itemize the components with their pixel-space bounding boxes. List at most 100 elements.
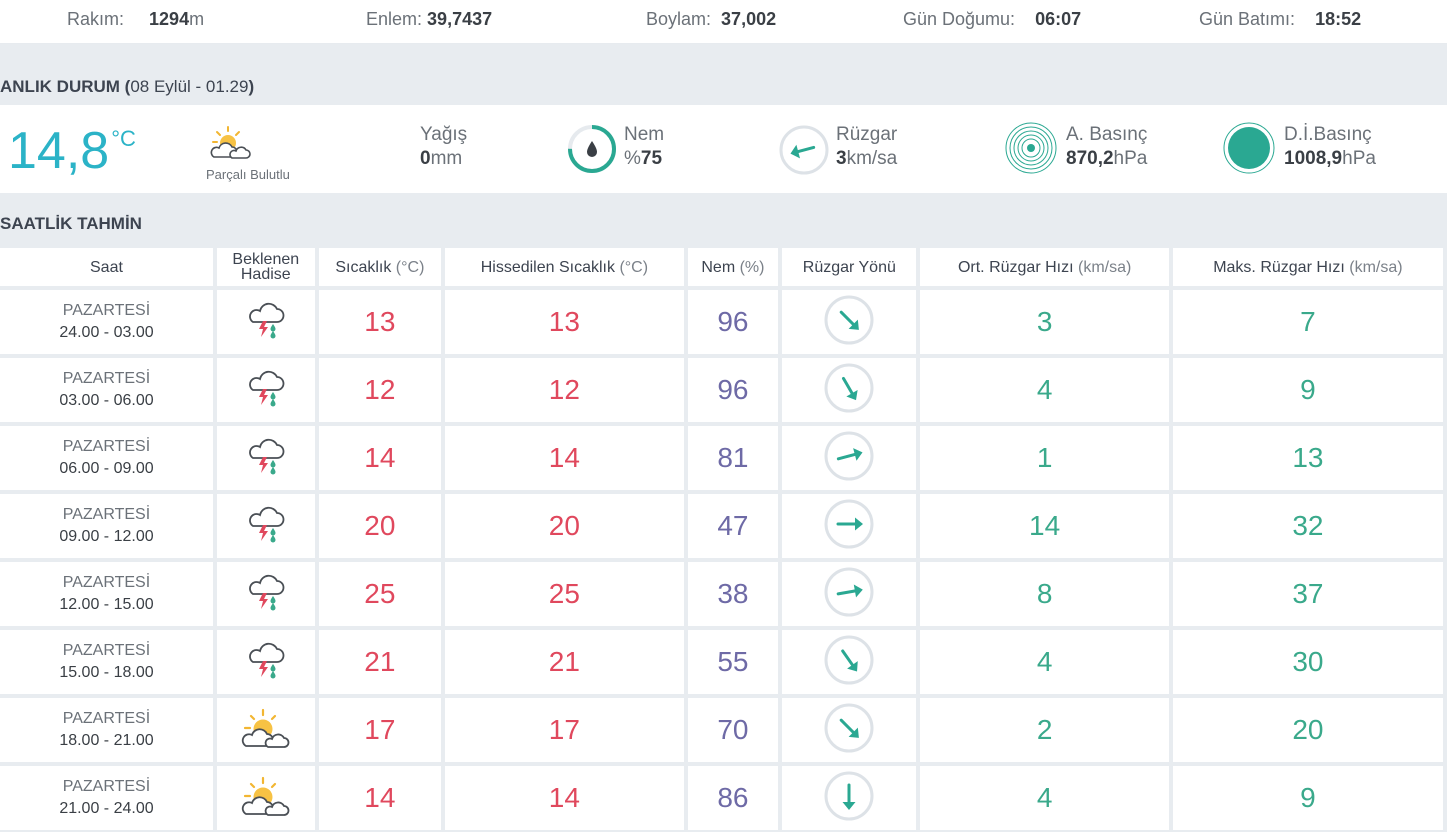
sea-level-pressure-unit: hPa [1342, 148, 1376, 169]
thunderstorm-rain-icon [216, 358, 315, 422]
wind-direction-arrow-icon [824, 295, 874, 350]
cell-humidity: 96 [687, 358, 779, 422]
cell-avg-wind: 2 [920, 698, 1169, 762]
sunrise-label: Gün Doğumu: [903, 9, 1016, 29]
cell-temperature: 12 [318, 358, 442, 422]
hourly-section-title: SAATLİK TAHMİN [0, 214, 142, 233]
cell-max-wind: 20 [1172, 698, 1443, 762]
row-time-range: 18.00 - 21.00 [59, 732, 154, 749]
wind: Rüzgar 3km/sa [836, 123, 897, 171]
row-day: PAZARTESİ [62, 574, 151, 591]
cell-avg-wind: 3 [920, 290, 1169, 354]
cell-max-wind: 37 [1172, 562, 1443, 626]
wind-direction-arrow-icon [824, 703, 874, 758]
current-section-header: ANLIK DURUM (08 Eylül - 01.29) [0, 44, 1447, 105]
sunrise-value: 06:07 [1035, 9, 1082, 29]
cell-time: PAZARTESİ 06.00 - 09.00 [0, 426, 213, 490]
table-row: PAZARTESİ 15.00 - 18.00 21 21 55 [0, 630, 1443, 694]
table-row: PAZARTESİ 03.00 - 06.00 12 12 96 [0, 358, 1443, 422]
wind-label: Rüzgar [836, 124, 898, 145]
row-day: PAZARTESİ [62, 642, 151, 659]
table-header-row: Saat Beklenen Hadise Sıcaklık (°C) Hissed… [0, 248, 1443, 286]
cell-max-wind: 30 [1172, 630, 1443, 694]
wind-direction-arrow-icon [824, 363, 874, 418]
current-title-text: ANLIK DURUM ( [0, 77, 131, 96]
cell-feels-like: 13 [445, 290, 684, 354]
cell-time: PAZARTESİ 09.00 - 12.00 [0, 494, 213, 558]
cell-feels-like: 12 [445, 358, 684, 422]
current-temperature-value: 14,8 [8, 122, 110, 180]
pressure-icon [1004, 121, 1058, 180]
table-row: PAZARTESİ 12.00 - 15.00 25 25 38 [0, 562, 1443, 626]
hourly-section-header: SAATLİK TAHMİN [0, 193, 1447, 244]
row-day: PAZARTESİ [62, 778, 151, 795]
cell-time: PAZARTESİ 15.00 - 18.00 [0, 630, 213, 694]
longitude-label: Boylam: [646, 9, 712, 29]
cell-wind-direction [782, 562, 917, 626]
row-time-range: 06.00 - 09.00 [59, 460, 154, 477]
current-temperature: 14,8°C [8, 122, 136, 189]
cell-time: PAZARTESİ 21.00 - 24.00 [0, 766, 213, 830]
row-time-range: 21.00 - 24.00 [59, 800, 154, 817]
humidity-label: Nem [624, 124, 665, 145]
table-row: PAZARTESİ 09.00 - 12.00 20 20 47 [0, 494, 1443, 558]
cell-max-wind: 9 [1172, 358, 1443, 422]
sea-level-pressure: D.İ.Basınç 1008,9hPa [1284, 123, 1376, 171]
wind-direction-arrow-icon [824, 431, 874, 486]
pressure-label: A. Basınç [1066, 124, 1148, 145]
wind-direction-arrow-icon [824, 499, 874, 554]
precipitation-label: Yağış [420, 124, 468, 145]
row-time-range: 15.00 - 18.00 [59, 664, 154, 681]
cell-time: PAZARTESİ 18.00 - 21.00 [0, 698, 213, 762]
sea-level-pressure-value: 1008,9 [1284, 148, 1343, 169]
cell-humidity: 70 [687, 698, 779, 762]
cell-avg-wind: 1 [920, 426, 1169, 490]
col-header-avg-wind: Ort. Rüzgar Hızı (km/sa) [920, 248, 1169, 286]
latitude-label: Enlem: [366, 9, 423, 29]
altitude: Rakım: 1294m [67, 9, 204, 30]
partly-cloudy-icon [216, 766, 315, 830]
row-day: PAZARTESİ [62, 302, 151, 319]
thunderstorm-rain-icon [216, 494, 315, 558]
cell-temperature: 21 [318, 630, 442, 694]
cell-max-wind: 7 [1172, 290, 1443, 354]
altitude-unit: m [189, 9, 205, 29]
col-header-feels-like: Hissedilen Sıcaklık (°C) [445, 248, 684, 286]
cell-feels-like: 21 [445, 630, 684, 694]
current-condition-text: Parçalı Bulutlu [206, 167, 290, 182]
precipitation-unit: mm [430, 148, 463, 169]
pressure-unit: hPa [1113, 148, 1148, 169]
cell-humidity: 81 [687, 426, 779, 490]
hourly-forecast-table: Saat Beklenen Hadise Sıcaklık (°C) Hissed… [0, 244, 1447, 832]
col-header-humidity: Nem (%) [687, 248, 779, 286]
cell-feels-like: 14 [445, 766, 684, 830]
wind-direction-arrow-icon [824, 635, 874, 690]
table-row: PAZARTESİ 24.00 - 03.00 13 13 96 [0, 290, 1443, 354]
current-title-close: ) [248, 77, 255, 96]
wind-unit: km/sa [846, 148, 898, 169]
humidity: Nem %75 [624, 123, 664, 171]
col-header-temperature: Sıcaklık (°C) [318, 248, 442, 286]
cell-wind-direction [782, 494, 917, 558]
pressure: A. Basınç 870,2hPa [1066, 123, 1147, 171]
cell-temperature: 14 [318, 766, 442, 830]
sunset-value: 18:52 [1315, 9, 1362, 29]
cell-wind-direction [782, 766, 917, 830]
cell-humidity: 55 [687, 630, 779, 694]
altitude-value: 1294 [149, 9, 190, 29]
humidity-prefix: % [624, 148, 641, 169]
row-time-range: 09.00 - 12.00 [59, 528, 154, 545]
cell-temperature: 20 [318, 494, 442, 558]
row-day: PAZARTESİ [62, 710, 151, 727]
cell-wind-direction [782, 426, 917, 490]
sea-level-pressure-label: D.İ.Basınç [1284, 124, 1372, 145]
cell-humidity: 86 [687, 766, 779, 830]
cell-max-wind: 13 [1172, 426, 1443, 490]
cell-feels-like: 17 [445, 698, 684, 762]
cell-temperature: 25 [318, 562, 442, 626]
altitude-label: Rakım: [67, 9, 125, 29]
cell-time: PAZARTESİ 03.00 - 06.00 [0, 358, 213, 422]
precipitation-value: 0 [420, 148, 431, 169]
wind-value: 3 [836, 148, 847, 169]
cell-feels-like: 14 [445, 426, 684, 490]
